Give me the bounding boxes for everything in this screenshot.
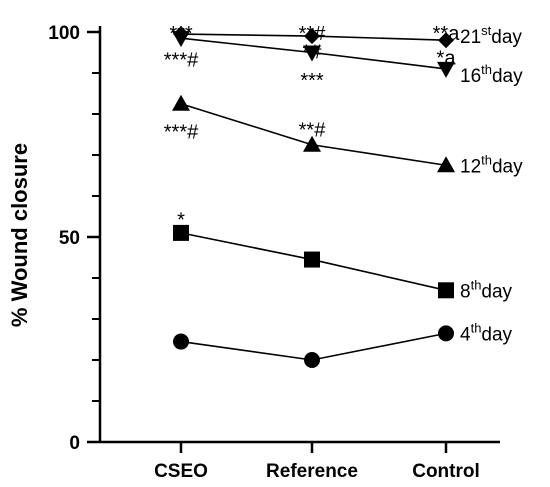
series-labels: 4thday 8thday 12thday 16thday 21stday	[460, 23, 523, 345]
significance-mark: ***#	[164, 121, 199, 143]
circle-marker	[304, 352, 320, 368]
circle-marker	[438, 325, 454, 342]
x-tick-label: CSEO	[154, 461, 208, 482]
series-day-label: 21stday	[460, 23, 522, 48]
significance-mark: **a	[433, 23, 461, 45]
triangle-down-marker	[437, 61, 455, 78]
diamond-marker	[438, 32, 454, 49]
significance-mark: **#	[299, 119, 327, 141]
circle-marker	[173, 333, 189, 350]
significance-mark: *	[177, 210, 185, 232]
y-tick-label: 0	[69, 433, 80, 454]
series-day-label: 4thday	[460, 320, 513, 345]
significance-mark: **#	[299, 23, 327, 45]
square-marker	[438, 282, 454, 299]
y-axis-ticks: 0 50 100	[48, 23, 100, 454]
diamond-marker	[304, 28, 320, 45]
triangle-up-marker	[303, 135, 321, 152]
significance-mark: ***	[169, 23, 193, 45]
significance-mark: ***	[300, 70, 324, 92]
triangle-down-marker	[303, 45, 321, 62]
x-tick-label: Control	[412, 461, 480, 482]
series-day-label: 8thday	[460, 277, 513, 302]
x-axis-ticks: CSEO Reference Control	[154, 442, 480, 482]
x-tick-label: Reference	[266, 461, 358, 482]
y-tick-label: 100	[48, 23, 80, 44]
square-marker	[304, 251, 320, 268]
triangle-up-marker	[172, 94, 190, 111]
significance-mark: *a	[437, 48, 457, 70]
series-day-label: 12thday	[460, 152, 523, 177]
diamond-marker	[173, 26, 189, 43]
y-axis-label: % Wound closure	[7, 143, 32, 327]
triangle-up-marker	[437, 156, 455, 173]
series-day-label: 16thday	[460, 62, 523, 87]
significance-mark: *#	[303, 41, 323, 63]
significance-annotations: ******#***#***#*#*****#**a*a	[164, 23, 460, 232]
square-marker	[173, 224, 189, 241]
y-tick-label: 50	[59, 228, 80, 249]
marker-layer	[172, 26, 455, 368]
significance-mark: ***#	[164, 50, 199, 72]
